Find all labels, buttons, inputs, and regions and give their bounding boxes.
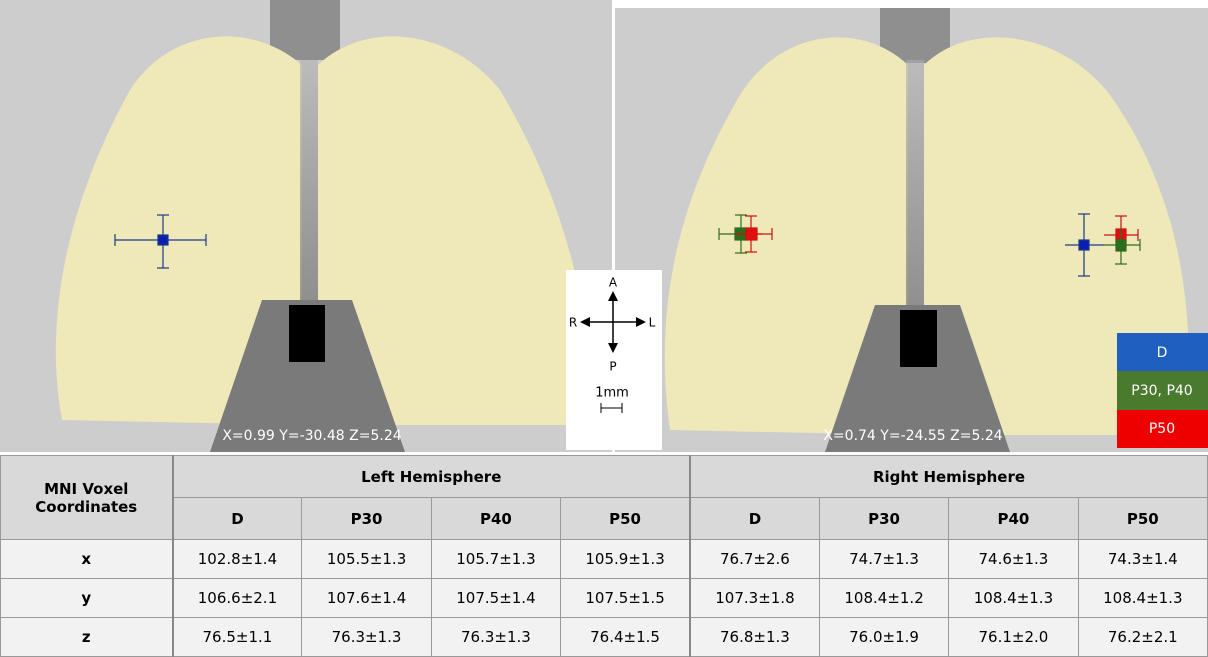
figure: X=0.99 Y=-30.48 Z=5.24 <box>0 0 1208 452</box>
legend-entry: P50 <box>1149 421 1175 437</box>
table-cell: 76.3±1.3 <box>431 618 560 657</box>
table-cell: 107.5±1.4 <box>431 579 560 618</box>
row-header: y <box>1 579 173 618</box>
table-cell: 76.8±1.3 <box>690 618 819 657</box>
table-cell: 76.7±2.6 <box>690 540 819 579</box>
table-cell: 76.3±1.3 <box>302 618 431 657</box>
column-header: P50 <box>561 498 690 540</box>
left-image: X=0.99 Y=-30.48 Z=5.24 <box>0 0 612 452</box>
compass: A P R L 1mm <box>566 270 662 450</box>
table-cell: 76.0±1.9 <box>819 618 948 657</box>
column-header: P50 <box>1078 498 1207 540</box>
table-cell: 105.5±1.3 <box>302 540 431 579</box>
table-cell: 107.6±1.4 <box>302 579 431 618</box>
table-cell: 74.3±1.4 <box>1078 540 1207 579</box>
row-header: z <box>1 618 173 657</box>
page: {"left_image": {"coordinates": "X=0.99 Y… <box>0 0 1208 657</box>
black-region <box>289 305 325 362</box>
table-cell: 108.4±1.2 <box>819 579 948 618</box>
column-header: P30 <box>302 498 431 540</box>
table-cell: 105.7±1.3 <box>431 540 560 579</box>
table-cell: 76.2±2.1 <box>1078 618 1207 657</box>
corner-header: MNI Voxel Coordinates <box>1 456 173 540</box>
scale-label: 1mm <box>595 386 629 401</box>
black-region <box>900 310 937 367</box>
group-header: Right Hemisphere <box>690 456 1208 498</box>
column-header: P40 <box>431 498 560 540</box>
table-cell: 106.6±2.1 <box>173 579 302 618</box>
table-cell: 76.4±1.5 <box>561 618 690 657</box>
table-cell: 74.7±1.3 <box>819 540 948 579</box>
table-cell: 74.6±1.3 <box>949 540 1078 579</box>
table-cell: 102.8±1.4 <box>173 540 302 579</box>
table-cell: 107.3±1.8 <box>690 579 819 618</box>
right-image: X=0.74 Y=-24.55 Z=5.24 D P30, P40 P50 <box>615 8 1208 452</box>
orientation-label: R <box>569 316 577 330</box>
coordinates: X=0.99 Y=-30.48 Z=5.24 <box>222 428 401 444</box>
column-header: D <box>173 498 302 540</box>
legend-entry: D <box>1157 345 1168 361</box>
table-cell: 76.1±2.0 <box>949 618 1078 657</box>
row-header: x <box>1 540 173 579</box>
legend-entry: P30, P40 <box>1131 383 1192 399</box>
orientation-label: P <box>609 360 616 374</box>
table-cell: 108.4±1.3 <box>949 579 1078 618</box>
table-cell: 76.5±1.1 <box>173 618 302 657</box>
midline <box>300 60 318 300</box>
column-header: P40 <box>949 498 1078 540</box>
orientation-label: L <box>649 316 656 330</box>
orientation-label: A <box>609 276 618 290</box>
column-header: D <box>690 498 819 540</box>
column-header: P30 <box>819 498 948 540</box>
group-header: Left Hemisphere <box>173 456 691 498</box>
table-cell: 105.9±1.3 <box>561 540 690 579</box>
table-cell: 107.5±1.5 <box>561 579 690 618</box>
table-cell: 108.4±1.3 <box>1078 579 1207 618</box>
midline <box>906 60 924 310</box>
coordinates: X=0.74 Y=-24.55 Z=5.24 <box>823 428 1002 444</box>
